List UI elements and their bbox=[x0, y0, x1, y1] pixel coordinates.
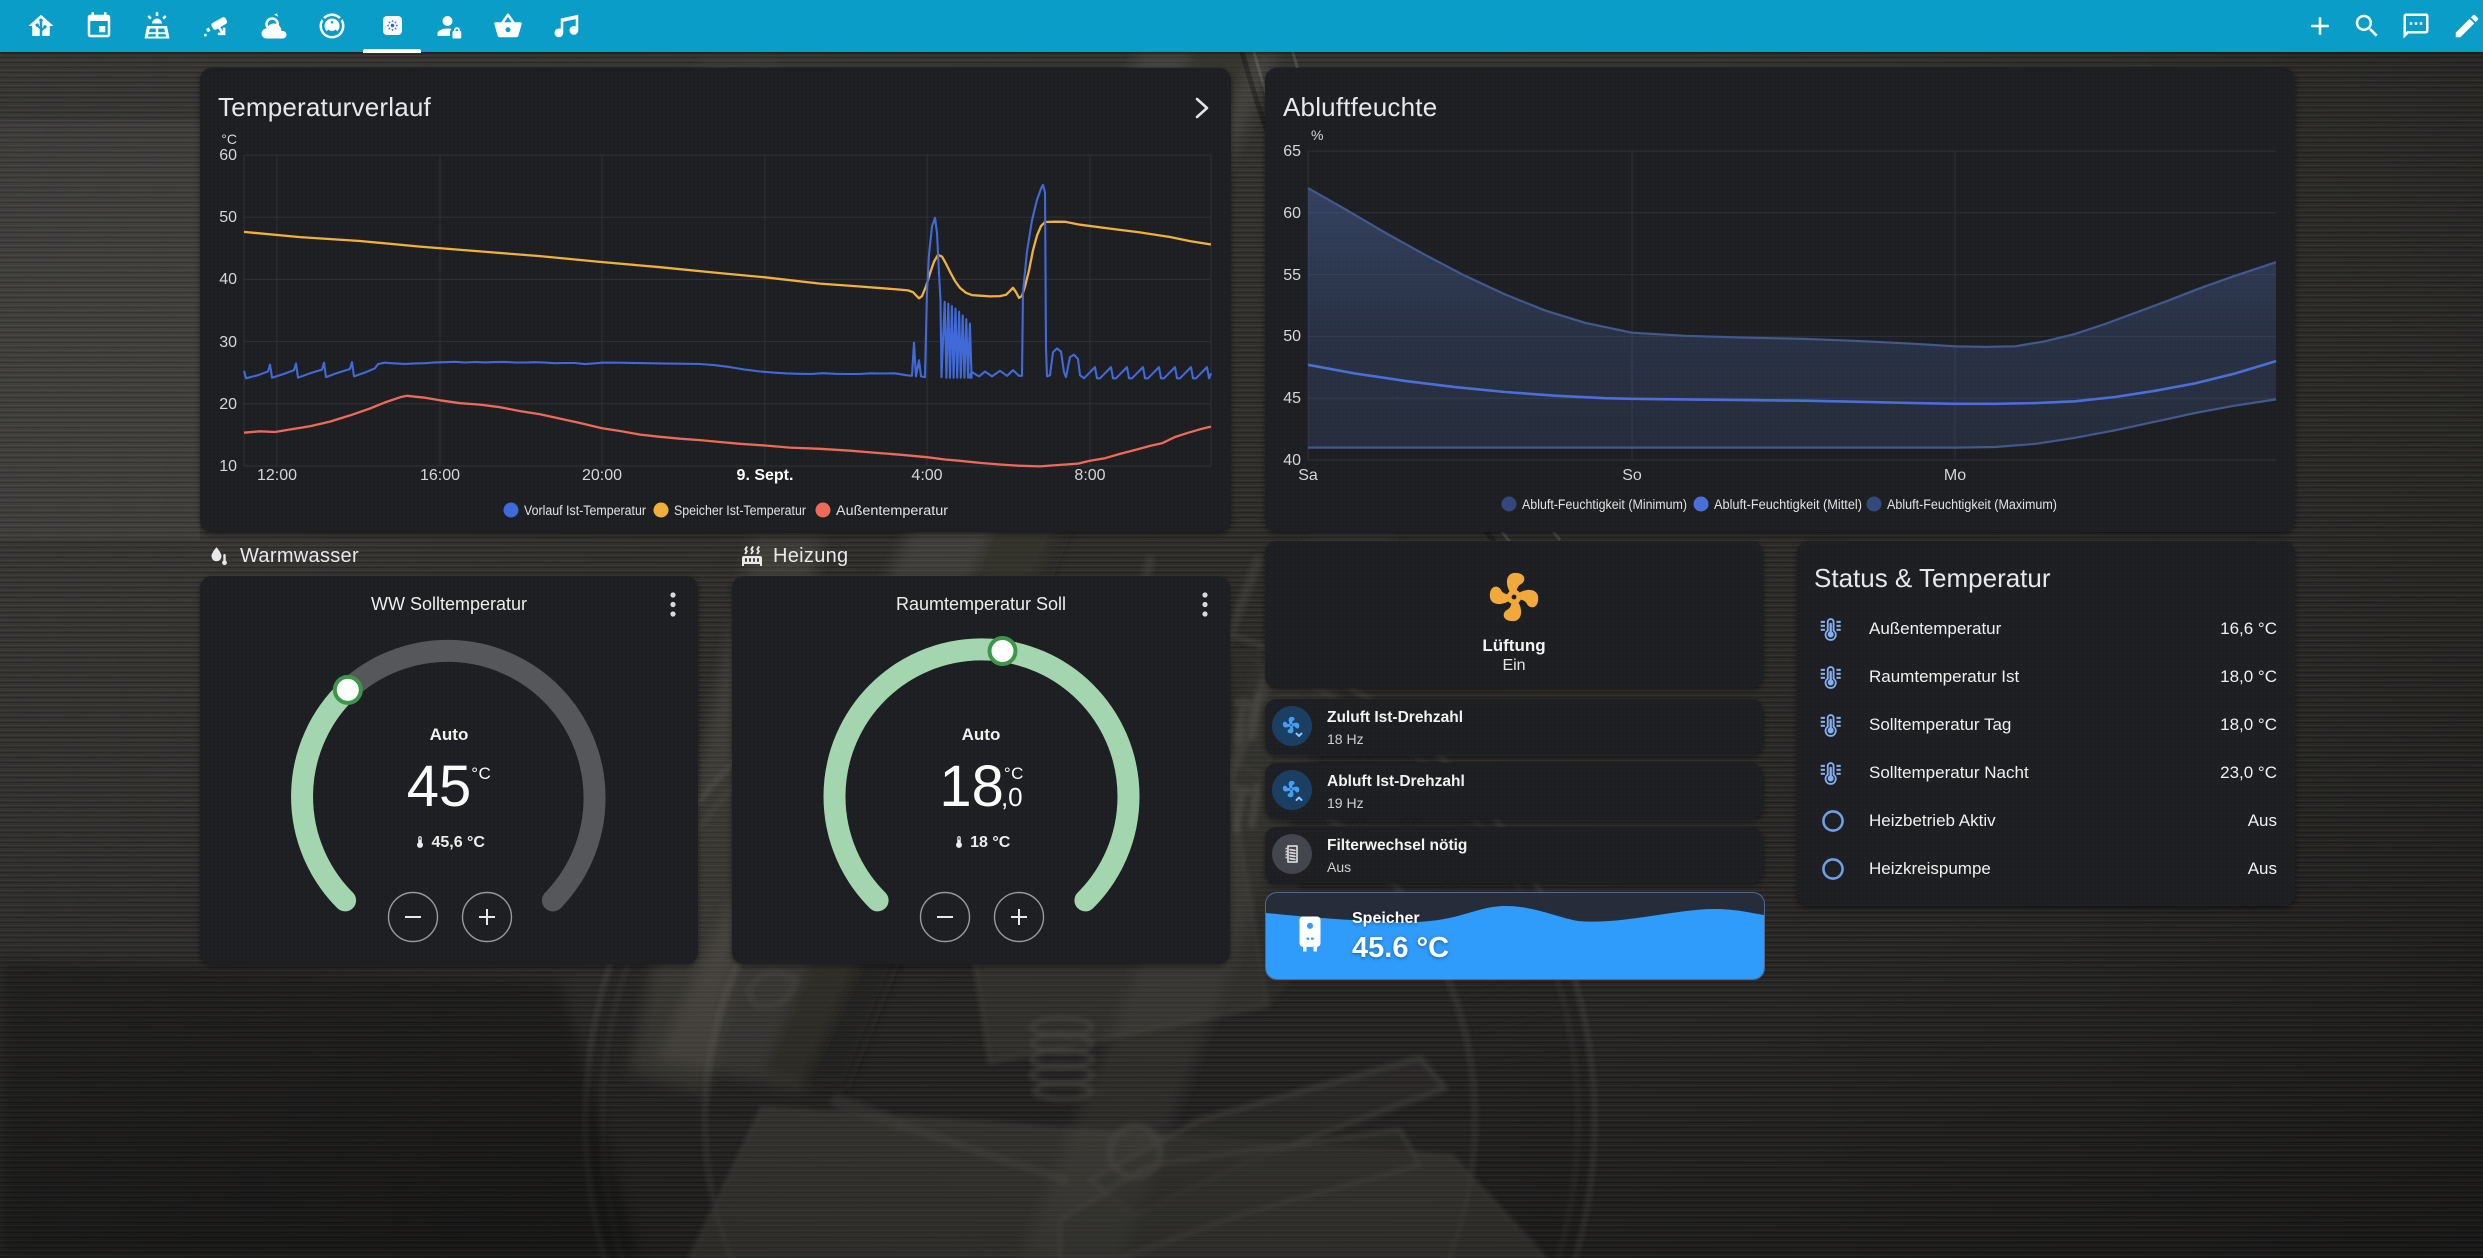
svg-text:55: 55 bbox=[1283, 267, 1301, 284]
svg-text:%: % bbox=[1311, 127, 1323, 143]
svg-text:30: 30 bbox=[219, 334, 237, 351]
svg-text:Mo: Mo bbox=[1944, 467, 1966, 484]
svg-text:Außentemperatur: Außentemperatur bbox=[836, 503, 949, 518]
svg-text:20:00: 20:00 bbox=[582, 467, 622, 484]
svg-text:40: 40 bbox=[219, 271, 237, 288]
svg-text:20: 20 bbox=[219, 396, 237, 413]
svg-text:Speicher Ist-Temperatur: Speicher Ist-Temperatur bbox=[674, 503, 806, 518]
svg-text:50: 50 bbox=[1283, 328, 1301, 345]
svg-text:12:00: 12:00 bbox=[257, 467, 297, 484]
svg-text:16:00: 16:00 bbox=[420, 467, 460, 484]
svg-text:Abluft-Feuchtigkeit (Mittel): Abluft-Feuchtigkeit (Mittel) bbox=[1714, 497, 1862, 512]
svg-text:50: 50 bbox=[219, 209, 237, 226]
svg-text:9. Sept.: 9. Sept. bbox=[737, 467, 794, 484]
svg-text:Sa: Sa bbox=[1298, 467, 1318, 484]
svg-text:Abluft-Feuchtigkeit (Minimum): Abluft-Feuchtigkeit (Minimum) bbox=[1522, 497, 1687, 512]
svg-text:So: So bbox=[1622, 467, 1642, 484]
svg-text:60: 60 bbox=[1283, 205, 1301, 222]
svg-text:°C: °C bbox=[221, 131, 237, 147]
svg-text:60: 60 bbox=[219, 147, 237, 164]
svg-text:10: 10 bbox=[219, 458, 237, 475]
svg-text:65: 65 bbox=[1283, 143, 1301, 160]
svg-text:Vorlauf Ist-Temperatur: Vorlauf Ist-Temperatur bbox=[524, 503, 646, 518]
svg-text:45: 45 bbox=[1283, 390, 1301, 407]
svg-text:Abluft-Feuchtigkeit (Maximum): Abluft-Feuchtigkeit (Maximum) bbox=[1887, 497, 2057, 512]
svg-text:8:00: 8:00 bbox=[1074, 467, 1105, 484]
svg-text:40: 40 bbox=[1283, 452, 1301, 469]
svg-text:4:00: 4:00 bbox=[911, 467, 942, 484]
